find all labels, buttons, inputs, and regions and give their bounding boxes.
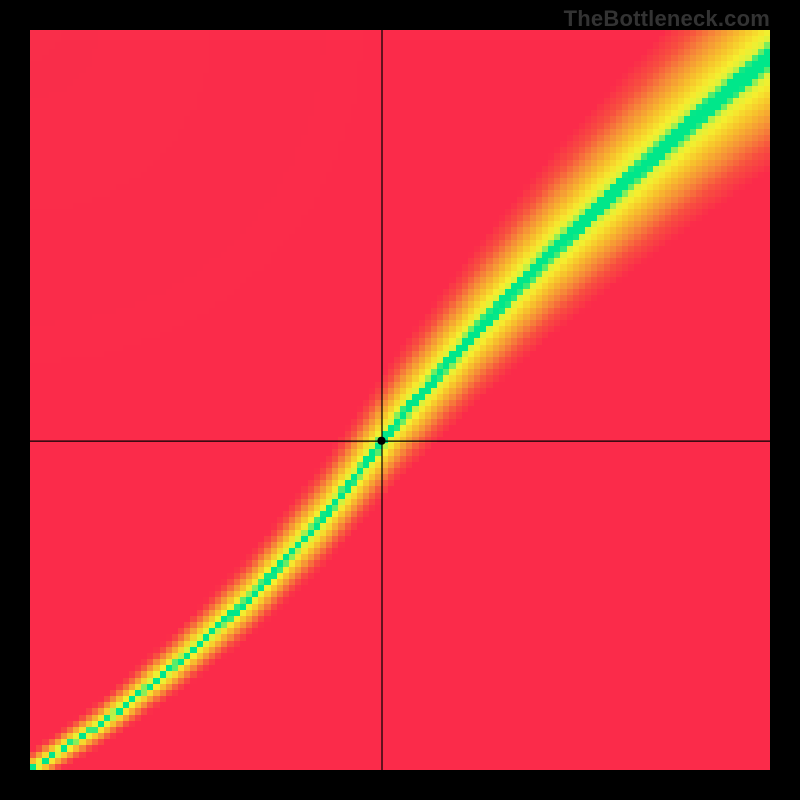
- heatmap-canvas: [30, 30, 770, 770]
- watermark-text: TheBottleneck.com: [564, 6, 770, 32]
- page-container: TheBottleneck.com: [0, 0, 800, 800]
- bottleneck-heatmap: [30, 30, 770, 770]
